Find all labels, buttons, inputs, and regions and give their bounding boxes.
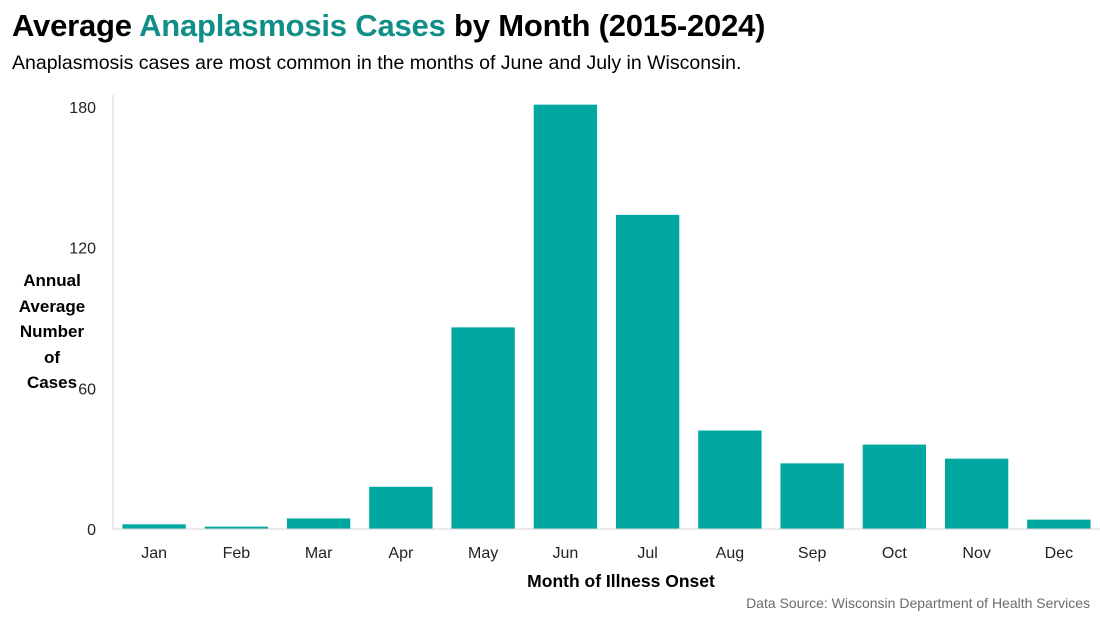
axes-group bbox=[112, 95, 1100, 530]
x-tick-label: Jan bbox=[141, 545, 167, 562]
bars-group bbox=[122, 104, 1091, 529]
bar-jul bbox=[615, 214, 680, 529]
x-tick-label: Jul bbox=[637, 545, 657, 562]
x-tick-label: Mar bbox=[305, 545, 333, 562]
x-tick-label: May bbox=[468, 545, 498, 562]
bar-jan bbox=[122, 524, 186, 529]
y-axis-label: Annual Average Number of Cases bbox=[18, 271, 86, 392]
x-tick-label: Aug bbox=[716, 545, 744, 562]
x-tick-label: Jun bbox=[552, 545, 578, 562]
x-tick-label: Apr bbox=[388, 545, 414, 562]
bar-oct bbox=[862, 444, 927, 529]
x-axis-label: Month of Illness Onset bbox=[527, 571, 715, 591]
bar-apr bbox=[369, 486, 433, 529]
bar-dec bbox=[1027, 519, 1091, 529]
title-highlight: Anaplasmosis Cases bbox=[139, 8, 446, 43]
chart-subtitle: Anaplasmosis cases are most common in th… bbox=[12, 52, 742, 74]
x-tick-label: Feb bbox=[223, 545, 251, 562]
title-suffix: by Month (2015-2024) bbox=[445, 8, 766, 43]
bar-mar bbox=[286, 518, 351, 529]
bar-jun bbox=[533, 104, 598, 529]
bar-feb bbox=[204, 526, 269, 529]
y-tick-label: 60 bbox=[78, 381, 96, 398]
bar-aug bbox=[698, 430, 762, 529]
y-ticks-group: 0 60 120 180 bbox=[69, 100, 96, 539]
x-tick-label: Sep bbox=[798, 545, 827, 562]
data-source-note: Data Source: Wisconsin Department of Hea… bbox=[746, 595, 1090, 611]
y-tick-label: 120 bbox=[69, 241, 96, 258]
x-tick-label: Dec bbox=[1045, 545, 1073, 562]
x-ticks-group: Jan Feb Mar Apr May Jun Jul Aug Sep Oct Nov Dec bbox=[141, 545, 1073, 562]
chart-title: Average Anaplasmosis Cases by Month (201… bbox=[12, 8, 765, 44]
x-tick-label: Oct bbox=[882, 545, 907, 562]
bar-nov bbox=[944, 458, 1009, 529]
y-tick-label: 0 bbox=[87, 522, 96, 539]
y-tick-label: 180 bbox=[69, 100, 96, 117]
bar-sep bbox=[780, 463, 844, 529]
x-tick-label: Nov bbox=[962, 545, 990, 562]
title-prefix: Average bbox=[12, 8, 140, 43]
bar-may bbox=[451, 327, 515, 529]
